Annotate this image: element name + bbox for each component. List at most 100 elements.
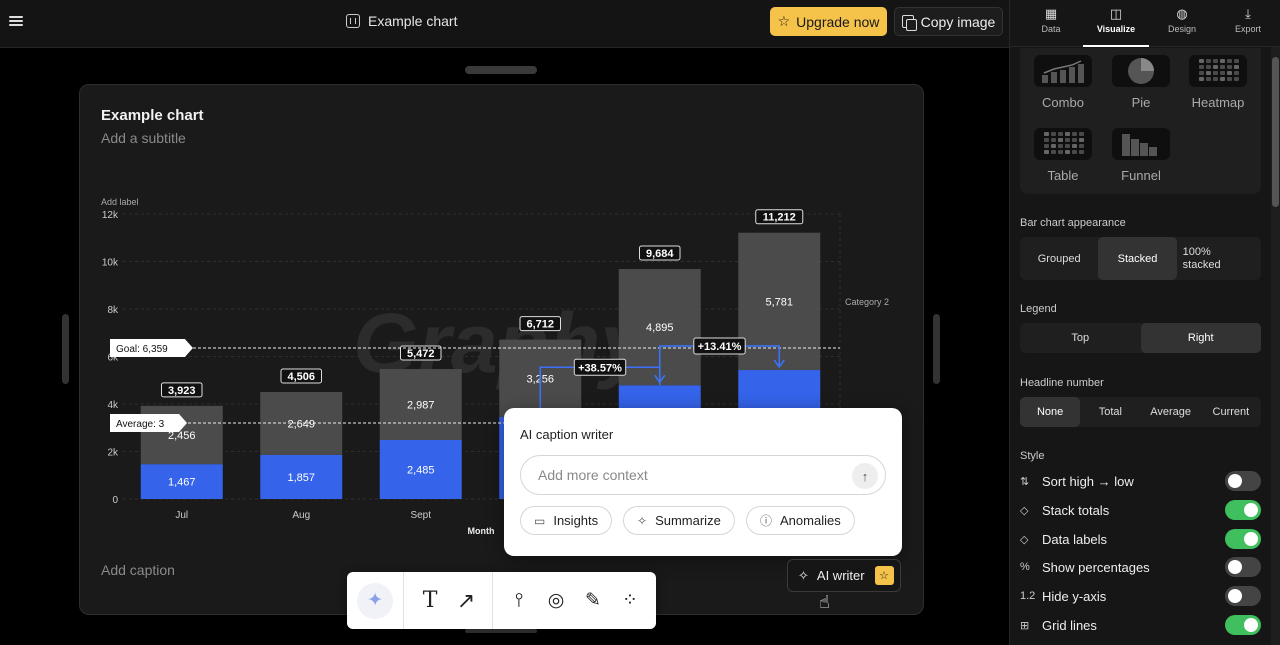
thumb-cell xyxy=(1199,59,1204,63)
heatmap-label: Heatmap xyxy=(1191,95,1245,110)
thumb-cell xyxy=(1213,77,1218,81)
tab-design[interactable]: ◍ Design xyxy=(1149,0,1215,47)
upgrade-button[interactable]: ☆ Upgrade now xyxy=(770,7,887,36)
copy-image-button[interactable]: Copy image xyxy=(894,7,1003,36)
chart-title[interactable]: Example chart xyxy=(101,107,204,124)
document-title-text: Example chart xyxy=(368,13,458,29)
growth-label: +13.41% xyxy=(698,341,742,353)
target-goal-icon[interactable]: ◎ xyxy=(547,590,565,611)
table-icon: ▦ xyxy=(1044,6,1058,21)
thumb-cell xyxy=(1227,59,1232,63)
context-input[interactable]: Add more context xyxy=(520,455,886,495)
thumb-cell xyxy=(1044,144,1049,148)
bar-category-1 xyxy=(140,464,223,499)
thumb-cell xyxy=(1213,59,1218,63)
trend-tool-icon[interactable]: ⫯ xyxy=(514,589,524,611)
sort-high-low-label: Sort high → low xyxy=(1042,473,1134,489)
headline-current-option[interactable]: Current xyxy=(1212,406,1250,418)
toggle-knob xyxy=(1244,503,1258,517)
summarize-chip[interactable]: ✧ Summarize xyxy=(623,506,735,535)
stack-totals-toggle[interactable] xyxy=(1225,500,1261,520)
sort-high-low-toggle[interactable] xyxy=(1225,471,1261,491)
chart-caption[interactable]: Add caption xyxy=(101,562,175,578)
scrollbar-thumb[interactable] xyxy=(1272,57,1279,207)
canvas-resize-handle-bottom[interactable] xyxy=(465,629,537,633)
y-tick-label: 6k xyxy=(107,353,119,364)
hamburger-menu-icon[interactable] xyxy=(8,14,24,30)
bar-category-1 xyxy=(379,439,462,499)
bar-100-stacked-option[interactable]: 100% stacked xyxy=(1177,237,1261,280)
thumb-cell xyxy=(1234,65,1239,69)
data-label: 5,781 xyxy=(765,296,793,308)
highlight-pen-icon[interactable]: ✎ xyxy=(585,590,601,611)
hide-y-axis-toggle[interactable] xyxy=(1225,586,1261,606)
grid-lines-toggle[interactable] xyxy=(1225,615,1261,635)
thumb-cell xyxy=(1051,132,1056,136)
show-percentages-toggle[interactable] xyxy=(1225,557,1261,577)
insights-icon: ▭ xyxy=(534,513,546,528)
pointer-hand-cursor-icon: ☝ xyxy=(819,592,830,612)
headline-average-option[interactable]: Average xyxy=(1150,406,1192,418)
x-tick-label: Sept xyxy=(410,510,431,521)
download-icon: ⤓ xyxy=(1245,6,1251,21)
annotation-tools: T ↗ xyxy=(404,583,492,619)
stack-totals-row: ◇ Stack totals xyxy=(1020,499,1261,521)
thumb-cell xyxy=(1058,132,1063,136)
tab-data-label: Data xyxy=(1041,24,1061,34)
table-label: Table xyxy=(1047,168,1079,183)
tab-export[interactable]: ⤓ Export xyxy=(1215,0,1280,47)
bar-grouped-option[interactable]: Grouped xyxy=(1037,252,1081,265)
panel-scrollbar[interactable] xyxy=(1271,47,1280,645)
ai-popup-title: AI caption writer xyxy=(520,427,614,442)
x-axis-title: Month xyxy=(468,526,495,536)
chart-type-pie[interactable]: Pie xyxy=(1111,55,1171,110)
anomalies-label: Anomalies xyxy=(780,513,841,528)
thumb-cell xyxy=(1227,65,1232,69)
growth-label-box xyxy=(693,337,746,355)
legend-label: Legend xyxy=(1020,303,1057,315)
bar-appearance-selector: Grouped Stacked 100% stacked xyxy=(1020,237,1261,280)
tag-icon: ◇ xyxy=(1020,504,1029,517)
arrow-tool-icon[interactable]: ↗ xyxy=(456,587,476,613)
data-labels-toggle[interactable] xyxy=(1225,529,1261,549)
chart-type-combo[interactable]: Combo xyxy=(1033,55,1093,110)
goal-label: Goal: 6,359 xyxy=(116,344,168,355)
insights-chip[interactable]: ▭ Insights xyxy=(520,506,613,535)
thumb-cell xyxy=(1227,77,1232,81)
canvas-resize-handle-right[interactable] xyxy=(933,314,940,384)
document-title[interactable]: Example chart xyxy=(346,13,457,29)
ai-sparkle-icon[interactable]: ✦ xyxy=(357,582,394,619)
send-arrow-icon[interactable]: ↑ xyxy=(852,463,878,489)
anomalies-chip[interactable]: ⓘ Anomalies xyxy=(746,506,855,535)
thumb-cell xyxy=(1206,65,1211,69)
thumb-cell xyxy=(1234,71,1239,75)
chart-type-table[interactable]: Table xyxy=(1033,128,1093,183)
chart-type-heatmap[interactable]: Heatmap xyxy=(1188,55,1248,110)
y-axis-title: Add label xyxy=(101,197,139,207)
thumb-cell xyxy=(1206,77,1211,81)
tab-visualize[interactable]: ◫ Visualize xyxy=(1083,0,1149,47)
ai-writer-button[interactable]: ✧ AI writer ☆ xyxy=(787,559,901,592)
headline-none-option[interactable]: None xyxy=(1020,397,1081,427)
canvas-resize-handle-left[interactable] xyxy=(62,314,69,384)
chart-type-funnel[interactable]: Funnel xyxy=(1111,128,1171,183)
headline-total-option[interactable]: Total xyxy=(1098,406,1122,418)
legend-top-option[interactable]: Top xyxy=(1071,332,1090,344)
text-tool-icon[interactable]: T xyxy=(422,588,438,613)
pie-chart-icon xyxy=(1112,55,1170,87)
toggle-knob xyxy=(1244,618,1258,632)
combo-label: Combo xyxy=(1042,95,1084,110)
chart-subtitle[interactable]: Add a subtitle xyxy=(101,130,186,146)
headline-number-label: Headline number xyxy=(1020,377,1104,389)
scatter-points-icon[interactable]: ⁘ xyxy=(622,590,638,611)
heatmap-chart-icon xyxy=(1189,55,1247,87)
question-circle-icon: ⓘ xyxy=(760,514,773,528)
tab-data[interactable]: ▦ Data xyxy=(1018,0,1084,47)
bar-stacked-option[interactable]: Stacked xyxy=(1098,237,1177,280)
thumb-cell xyxy=(1044,138,1049,142)
legend-right-option[interactable]: Right xyxy=(1140,323,1261,353)
stack-total-box xyxy=(519,316,561,332)
thumb-cell xyxy=(1220,65,1225,69)
canvas-resize-handle-top[interactable] xyxy=(465,66,537,74)
chart-tools: ⫯ ◎ ✎ ⁘ xyxy=(493,583,656,619)
